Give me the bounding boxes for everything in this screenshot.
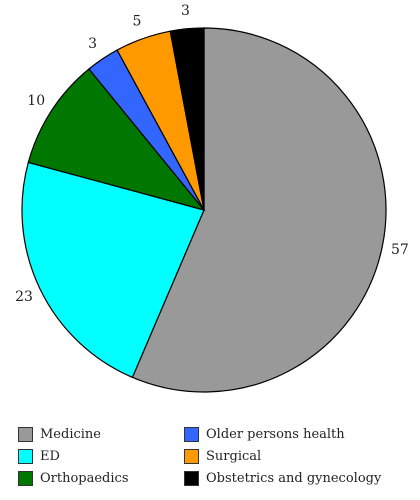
data-label-ed: 23: [15, 289, 33, 305]
legend-label-medicine: Medicine: [40, 426, 101, 442]
pie-slice-ed: [21, 161, 205, 379]
legend-item-surgical: Surgical: [184, 446, 261, 466]
legend-swatch-medicine: [18, 426, 33, 442]
pie-slices: [21, 27, 387, 393]
pie-slice-medicine: [131, 27, 387, 393]
pie-chart: 57 23 10 3 5 3: [15, 3, 409, 393]
legend-label-surgical: Surgical: [206, 448, 262, 464]
legend: Medicine ED Orthopaedics Older persons h…: [18, 424, 418, 494]
legend-item-orthopaedics: Orthopaedics: [18, 468, 129, 488]
legend-label-orthopaedics: Orthopaedics: [40, 470, 129, 486]
legend-swatch-orthopaedics: [18, 470, 33, 486]
legend-label-older-persons-health: Older persons health: [206, 426, 345, 442]
data-label-obstetrics-and-gynecology: 3: [181, 3, 190, 19]
legend-item-obstetrics-and-gynecology: Obstetrics and gynecology: [184, 468, 381, 488]
legend-swatch-obstetrics-and-gynecology: [184, 470, 199, 486]
legend-label-ed: ED: [40, 448, 60, 464]
legend-swatch-ed: [18, 448, 33, 464]
data-label-orthopaedics: 10: [27, 93, 45, 109]
pie-slice-obstetrics-and-gynecology: [169, 27, 205, 211]
data-label-medicine: 57: [391, 242, 409, 258]
legend-item-ed: ED: [18, 446, 60, 466]
pie-slice-orthopaedics: [27, 68, 206, 212]
legend-item-older-persons-health: Older persons health: [184, 424, 345, 444]
legend-swatch-surgical: [184, 448, 199, 464]
pie-data-labels: 57 23 10 3 5 3: [15, 3, 409, 305]
data-label-older-persons-health: 3: [88, 36, 97, 52]
legend-label-obstetrics-and-gynecology: Obstetrics and gynecology: [206, 470, 382, 486]
legend-item-medicine: Medicine: [18, 424, 101, 444]
legend-swatch-older-persons-health: [184, 426, 199, 442]
data-label-surgical: 5: [132, 14, 141, 30]
